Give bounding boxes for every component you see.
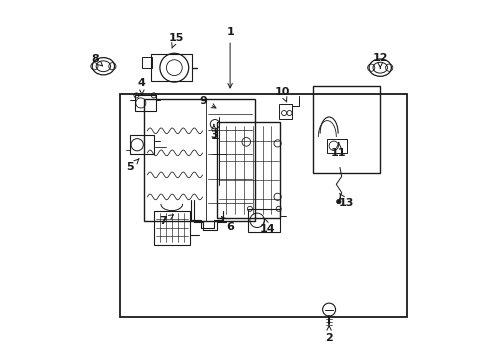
Text: 2: 2 bbox=[325, 326, 332, 343]
Bar bbox=[142, 57, 151, 68]
Text: 9: 9 bbox=[199, 96, 216, 108]
Text: 10: 10 bbox=[274, 87, 289, 102]
Bar bbox=[120, 94, 406, 317]
Bar bbox=[134, 95, 155, 111]
Bar bbox=[153, 211, 189, 245]
Text: 1: 1 bbox=[226, 27, 233, 88]
Text: 11: 11 bbox=[330, 143, 346, 158]
Text: 6: 6 bbox=[221, 217, 234, 232]
Text: 13: 13 bbox=[338, 193, 353, 208]
Bar bbox=[312, 86, 379, 173]
Text: 3: 3 bbox=[210, 125, 217, 140]
Bar bbox=[130, 135, 154, 154]
Text: 14: 14 bbox=[260, 218, 275, 234]
Text: 7: 7 bbox=[159, 215, 173, 226]
Text: 4: 4 bbox=[138, 78, 145, 94]
Bar bbox=[247, 209, 280, 232]
Bar bbox=[278, 104, 292, 119]
Circle shape bbox=[336, 199, 340, 204]
Text: 5: 5 bbox=[126, 159, 139, 172]
Bar bbox=[143, 99, 255, 221]
Text: 15: 15 bbox=[168, 33, 183, 48]
Bar bbox=[326, 139, 346, 153]
Bar bbox=[217, 122, 280, 218]
Text: 8: 8 bbox=[91, 54, 102, 66]
Bar bbox=[151, 54, 192, 81]
Text: 12: 12 bbox=[372, 53, 387, 68]
